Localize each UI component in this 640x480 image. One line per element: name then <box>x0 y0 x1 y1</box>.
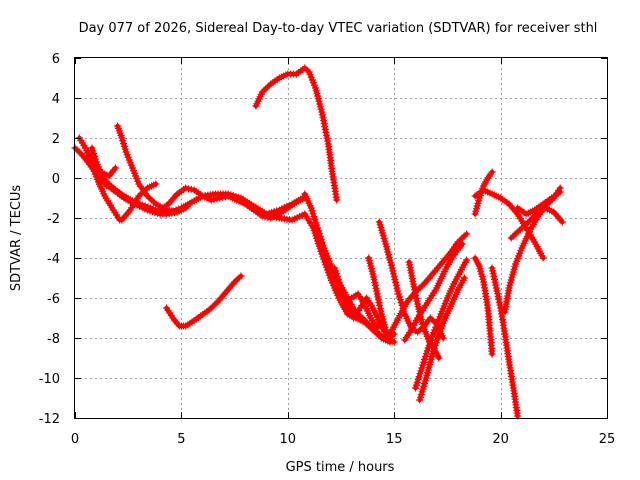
series-markers <box>416 274 468 404</box>
series-markers <box>471 254 496 358</box>
series-markers <box>252 64 341 204</box>
y-tick-label: 4 <box>52 92 60 107</box>
series-markers <box>488 264 522 420</box>
axis-ticks: 0 5 10 15 20 25 -12 -10 -8 -6 -4 -2 0 2 4 6 <box>39 52 616 447</box>
x-tick-label: 25 <box>599 432 616 447</box>
x-tick-label: 20 <box>492 432 509 447</box>
series-line <box>164 273 244 329</box>
series-track-20 <box>416 274 468 404</box>
series-markers <box>386 230 471 338</box>
x-tick-label: 15 <box>386 432 403 447</box>
series-track-16 <box>386 230 471 338</box>
chart-title: Day 077 of 2026, Sidereal Day-to-day VTE… <box>79 21 598 36</box>
x-tick-label: 0 <box>71 432 79 447</box>
x-tick-label: 10 <box>280 432 297 447</box>
series-track-22 <box>471 186 547 262</box>
series-track-03 <box>82 144 124 224</box>
series-track-04 <box>88 144 119 180</box>
y-tick-label: 0 <box>52 172 60 187</box>
y-tick-label: -12 <box>39 412 60 427</box>
series-markers <box>82 144 124 224</box>
y-tick-label: 2 <box>52 132 60 147</box>
y-tick-label: -8 <box>47 332 60 347</box>
series-markers <box>401 240 466 344</box>
series-markers <box>412 256 471 392</box>
y-tick-label: -10 <box>39 372 60 387</box>
series-track-13 <box>331 264 390 338</box>
series-markers <box>118 180 160 224</box>
series-markers <box>88 144 119 180</box>
series-markers <box>163 272 245 330</box>
x-axis-label: GPS time / hours <box>286 460 395 475</box>
series-track-06 <box>118 180 160 224</box>
x-tick-label: 5 <box>177 432 185 447</box>
series-track-26 <box>507 204 566 242</box>
y-tick-label: 6 <box>52 52 60 67</box>
data-layer <box>71 64 566 420</box>
plot-frame <box>74 57 608 419</box>
series-track-19 <box>412 256 471 392</box>
series-track-23 <box>471 254 496 358</box>
y-axis-label: SDTVAR / TECUs <box>9 185 24 292</box>
series-track-27 <box>514 188 564 218</box>
y-tick-label: -2 <box>47 212 60 227</box>
series-markers <box>471 186 547 262</box>
series-markers <box>507 204 566 242</box>
series-track-08 <box>163 272 245 330</box>
series-markers <box>514 188 564 218</box>
y-tick-label: -6 <box>47 292 60 307</box>
y-tick-label: -4 <box>47 252 60 267</box>
series-track-09 <box>252 64 341 204</box>
series-markers <box>331 264 390 338</box>
series-track-24 <box>488 264 522 420</box>
series-track-17 <box>401 240 466 344</box>
